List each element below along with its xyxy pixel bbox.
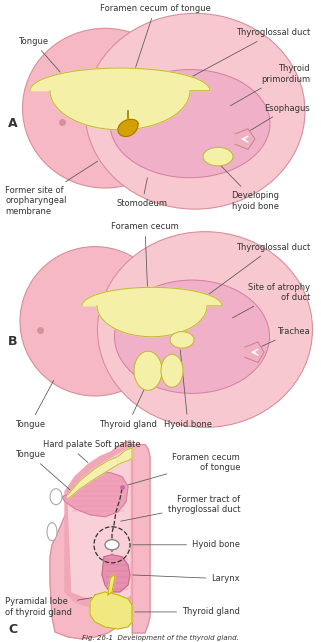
Ellipse shape [85, 13, 305, 209]
Ellipse shape [134, 351, 162, 390]
Text: Stomodeum: Stomodeum [117, 178, 168, 209]
Text: Hard palate: Hard palate [43, 440, 93, 463]
Text: Pyramidal lobe
of thyroid gland: Pyramidal lobe of thyroid gland [5, 595, 105, 616]
Ellipse shape [161, 354, 183, 387]
Polygon shape [68, 449, 130, 601]
Polygon shape [65, 447, 132, 609]
Polygon shape [62, 473, 128, 517]
Text: Foramen cecum
of tongue: Foramen cecum of tongue [125, 453, 240, 486]
Text: Thyroid
primordium: Thyroid primordium [230, 64, 310, 106]
Ellipse shape [115, 280, 270, 394]
Ellipse shape [98, 232, 313, 428]
Text: Former tract of
thyroglossal duct: Former tract of thyroglossal duct [121, 495, 240, 521]
Text: Tongue: Tongue [15, 450, 70, 490]
Text: Hyoid bone: Hyoid bone [164, 350, 212, 429]
Text: Tongue: Tongue [15, 381, 54, 429]
Text: Tongue: Tongue [18, 37, 60, 72]
Text: B: B [8, 335, 18, 349]
Polygon shape [68, 456, 118, 499]
Ellipse shape [20, 247, 170, 396]
Text: Thyroglossal duct: Thyroglossal duct [187, 28, 310, 79]
Text: Developing
hyoid bone: Developing hyoid bone [220, 165, 279, 211]
Polygon shape [82, 288, 222, 337]
Text: Foramen cecum of tongue: Foramen cecum of tongue [100, 4, 211, 82]
Polygon shape [118, 119, 138, 137]
Polygon shape [108, 575, 115, 595]
Text: Larynx: Larynx [133, 575, 240, 584]
Text: Hyoid bone: Hyoid bone [133, 541, 240, 550]
Text: Thyroid gland: Thyroid gland [99, 383, 157, 429]
Text: Esophagus: Esophagus [250, 103, 310, 130]
Ellipse shape [50, 489, 62, 505]
Text: Thyroid gland: Thyroid gland [135, 607, 240, 616]
Text: Soft palate: Soft palate [95, 440, 141, 455]
Text: Site of atrophy
of duct: Site of atrophy of duct [232, 282, 310, 318]
Polygon shape [50, 440, 132, 639]
Polygon shape [102, 555, 130, 592]
Polygon shape [245, 342, 264, 363]
Text: Trachea: Trachea [261, 327, 310, 347]
Text: A: A [8, 117, 18, 130]
Text: Foramen cecum: Foramen cecum [111, 222, 179, 298]
Text: C: C [8, 623, 17, 636]
Ellipse shape [203, 147, 233, 166]
Ellipse shape [105, 540, 119, 550]
Polygon shape [132, 444, 150, 633]
Text: Thyroglossal duct: Thyroglossal duct [202, 243, 310, 299]
Text: Fig. 26-1  Development of the thyroid gland.: Fig. 26-1 Development of the thyroid gla… [82, 634, 239, 641]
Ellipse shape [170, 332, 194, 348]
Text: Former site of
oropharyngeal
membrane: Former site of oropharyngeal membrane [5, 161, 98, 216]
Polygon shape [90, 592, 132, 629]
Ellipse shape [22, 28, 187, 188]
Polygon shape [235, 129, 255, 150]
Polygon shape [118, 449, 132, 465]
Ellipse shape [110, 69, 270, 178]
Polygon shape [30, 68, 210, 130]
Ellipse shape [47, 523, 57, 541]
